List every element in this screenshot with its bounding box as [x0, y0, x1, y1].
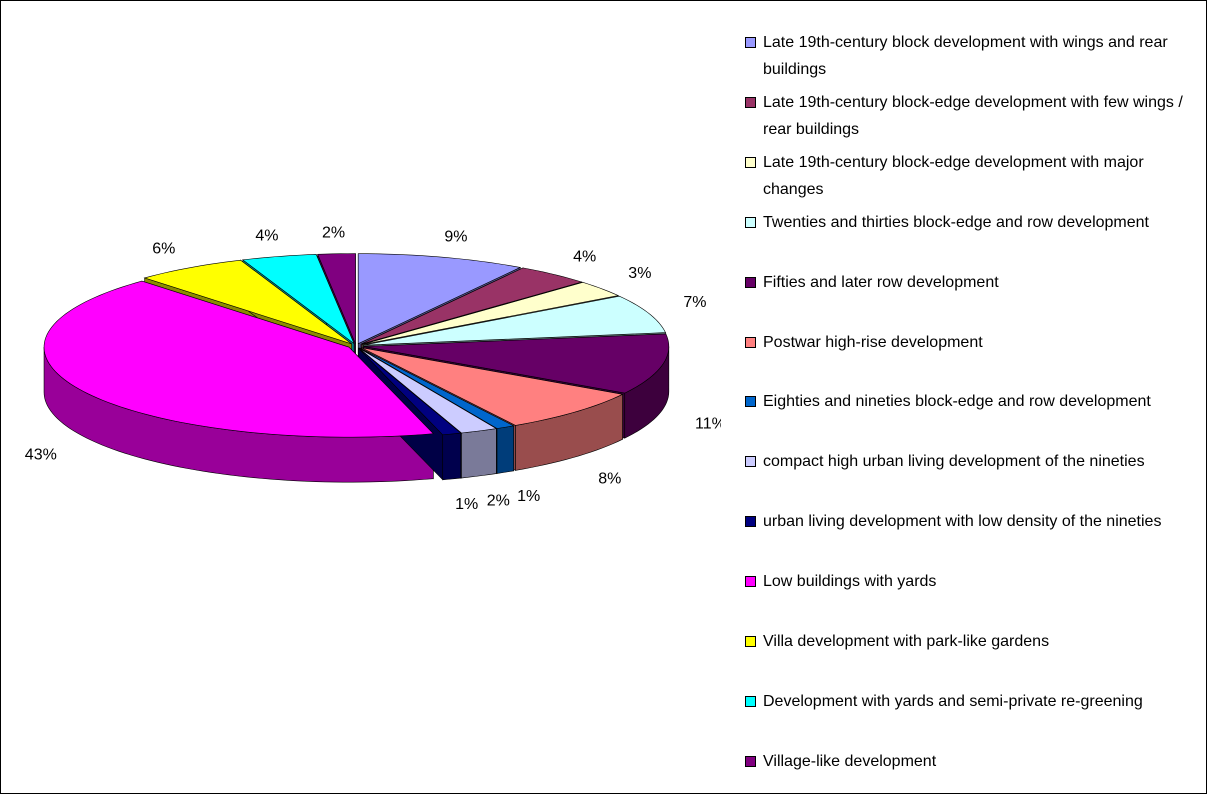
legend-item: Low buildings with yards [745, 568, 1197, 595]
legend-swatch [745, 96, 756, 108]
legend-label: urban living development with low densit… [763, 513, 1162, 531]
legend-swatch [745, 755, 756, 767]
slice [358, 348, 462, 436]
legend-swatch [745, 216, 756, 228]
slice [242, 254, 355, 345]
slice-wall [496, 425, 514, 474]
legend-swatch [745, 695, 756, 707]
legend-label: Development with yards and semi-private … [763, 692, 1143, 710]
slice-wall [442, 432, 462, 481]
legend-label: Late 19th-century block-edge development… [763, 93, 1183, 138]
legend-label: Villa development with park-like gardens [763, 633, 1050, 650]
legend-swatch [745, 576, 756, 588]
data-label: 6% [152, 241, 175, 258]
legend-swatch [745, 396, 756, 408]
legend-item: Village-like development [745, 748, 1197, 775]
legend-swatch [745, 156, 756, 168]
legend-label: Late 19th-century block development with… [763, 34, 1168, 78]
slice [43, 280, 434, 438]
legend-label: Low buildings with yards [763, 573, 937, 591]
data-label: 4% [255, 228, 278, 245]
data-label: 7% [683, 294, 706, 311]
slice [363, 333, 670, 394]
legend-item: Fifties and later row development [745, 269, 1197, 296]
data-label: 8% [598, 470, 621, 487]
legend-swatch [745, 336, 756, 348]
data-label: 4% [573, 248, 596, 265]
slice-wall [461, 428, 497, 479]
data-label: 2% [322, 225, 345, 242]
slice [362, 282, 620, 345]
legend-swatch [745, 456, 756, 468]
slice [361, 347, 624, 426]
data-label: 11% [695, 416, 721, 433]
legend-label: Late 19th-century block-edge development… [763, 153, 1144, 198]
legend-swatch [745, 636, 756, 647]
slice [360, 267, 583, 345]
legend-item: Late 19th-century block development with… [745, 29, 1197, 83]
data-label: 9% [444, 229, 467, 246]
legend-label: Twenties and thirties block-edge and row… [763, 213, 1149, 231]
legend-item: Postwar high-rise development [745, 329, 1197, 356]
legend-label: compact high urban living development of… [763, 453, 1145, 471]
legend-swatch [745, 37, 756, 48]
legend-swatch [745, 516, 756, 528]
legend-item: Late 19th-century block-edge development… [745, 89, 1197, 143]
slice [317, 253, 356, 344]
slice [358, 347, 498, 434]
legend-item: Eighties and nineties block-edge and row… [745, 388, 1197, 415]
legend-label: Fifties and later row development [763, 273, 999, 291]
legend-item: Development with yards and semi-private … [745, 688, 1197, 715]
slice [143, 259, 352, 345]
pie-area: 9% 4% 3% 7% 11% 8% 1% 2% 1% 43% 6% 4% 2% [25, 225, 721, 513]
data-label: 43% [25, 447, 57, 464]
legend-label: Village-like development [763, 752, 937, 770]
data-label: 1% [517, 488, 540, 505]
legend-item: Twenties and thirties block-edge and row… [745, 209, 1197, 236]
legend-label: Eighties and nineties block-edge and row… [763, 393, 1151, 411]
legend-label: Postwar high-rise development [763, 333, 983, 351]
slice [359, 347, 515, 429]
legend-swatch [745, 276, 756, 288]
data-label: 3% [628, 265, 651, 282]
slice [363, 295, 666, 346]
legend-item: Late 19th-century block-edge development… [745, 149, 1197, 203]
legend-item: Villa development with park-like gardens [745, 628, 1197, 655]
legend-item: urban living development with low densit… [745, 508, 1197, 535]
legend-item: compact high urban living development of… [745, 448, 1197, 475]
slice [357, 253, 522, 345]
data-label: 2% [487, 492, 510, 509]
data-label: 1% [455, 496, 478, 513]
